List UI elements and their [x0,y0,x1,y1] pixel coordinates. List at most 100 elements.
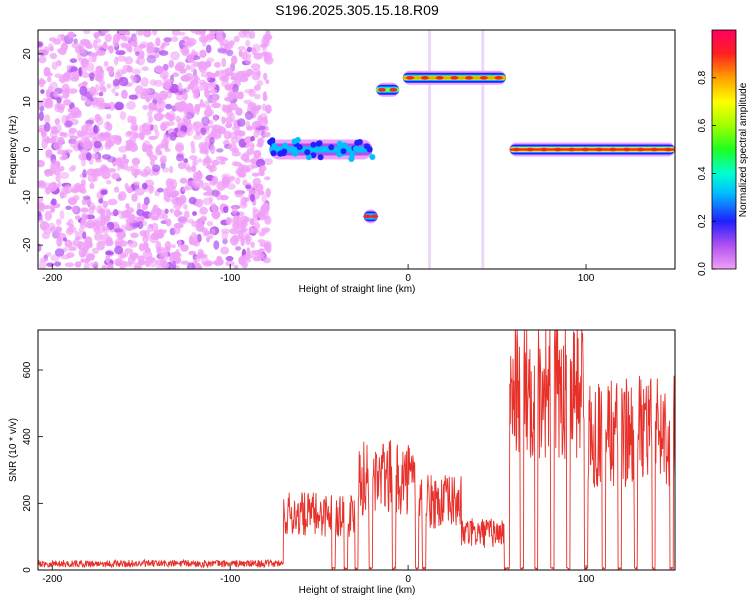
noise-blob [240,153,250,162]
noise-blob [193,134,203,140]
noise-blob [258,166,264,176]
x-tick-label: 100 [578,273,595,284]
noise-blob [210,202,217,208]
noise-blob [211,102,222,109]
noise-blob [138,30,143,36]
noise-blob [175,256,182,264]
noise-blob [242,179,248,186]
signal-peak [377,88,386,92]
noise-blob [132,181,141,186]
noise-blob [160,251,169,257]
noise-blob [172,260,177,269]
y-tick-label: -10 [22,190,33,205]
noise-blob [89,132,100,140]
noise-blob [206,82,216,90]
noise-blob [172,190,180,197]
y-tick-label: 600 [22,361,33,378]
noise-blob [74,230,79,237]
noise-blob [128,240,138,248]
noise-blob [263,72,268,81]
noise-blob [93,124,100,134]
signal-peak [650,147,659,152]
noise-blob [94,220,102,228]
noise-blob [223,42,234,50]
signal-blob [271,143,278,149]
noise-blob [145,97,150,103]
noise-blob [173,209,181,218]
noise-blob [60,254,71,260]
noise-blob [134,187,145,196]
y-tick-label: 400 [22,428,33,445]
noise-blob [208,124,218,129]
noise-blob [56,47,67,54]
noise-blob [38,260,47,269]
noise-blob [229,175,236,180]
noise-blob [209,136,215,145]
noise-blob [38,202,44,212]
signal-blob [366,146,373,153]
noise-blob [94,113,101,123]
noise-blob [194,264,203,269]
noise-blob [97,97,105,104]
noise-blob [81,72,90,79]
noise-blob [83,258,91,264]
noise-blob [64,262,75,268]
noise-blob [77,241,82,249]
noise-blob [86,62,95,72]
noise-blob [133,264,142,269]
noise-blob [250,228,260,234]
signal-peak [581,147,590,152]
noise-blob [237,118,246,127]
signal-blob [291,138,298,145]
noise-blob [149,103,159,111]
noise-blob [199,83,204,91]
noise-blob [51,183,61,189]
spectrogram-x-label: Height of straight line (km) [299,284,416,295]
noise-blob [74,261,82,268]
noise-blob [261,204,267,212]
noise-blob [195,218,203,228]
noise-blob [38,79,47,85]
noise-blob [116,33,121,40]
noise-blob [120,160,128,170]
noise-blob [177,162,186,170]
noise-blob [38,196,44,203]
noise-blob [126,65,133,73]
noise-blob [225,115,234,124]
signal-peak [608,147,617,152]
noise-blob [38,111,45,122]
noise-blob [124,56,134,65]
noise-blob [142,220,148,226]
noise-blob [257,137,264,148]
noise-blob [204,135,212,146]
noise-blob [118,191,127,201]
noise-blob [45,89,50,99]
noise-blob [50,207,55,213]
noise-blob [182,41,193,47]
y-tick-label: 0 [22,567,33,573]
noise-blob [51,136,57,142]
noise-blob [95,49,106,56]
noise-blob [266,53,272,62]
noise-blob [106,236,113,244]
signal-peak [450,76,459,80]
noise-blob [251,172,260,177]
noise-blob [49,166,54,177]
noise-blob [237,46,246,51]
noise-blob [217,48,228,54]
y-tick-label: 200 [22,495,33,512]
noise-blob [203,230,212,236]
noise-blob [191,84,200,92]
noise-blob [101,154,112,160]
noise-blob [41,182,51,190]
noise-blob [199,206,208,215]
noise-blob [142,235,149,243]
signal-peak [526,147,535,152]
noise-blob [43,46,50,56]
noise-blob [246,46,253,53]
snr-panel: -200 -100 0 100 0 200 400 600 Height of straig… [8,329,676,596]
noise-blob [158,90,169,101]
signal-peak [479,76,488,80]
noise-blob [100,189,108,195]
noise-blob [231,55,238,65]
